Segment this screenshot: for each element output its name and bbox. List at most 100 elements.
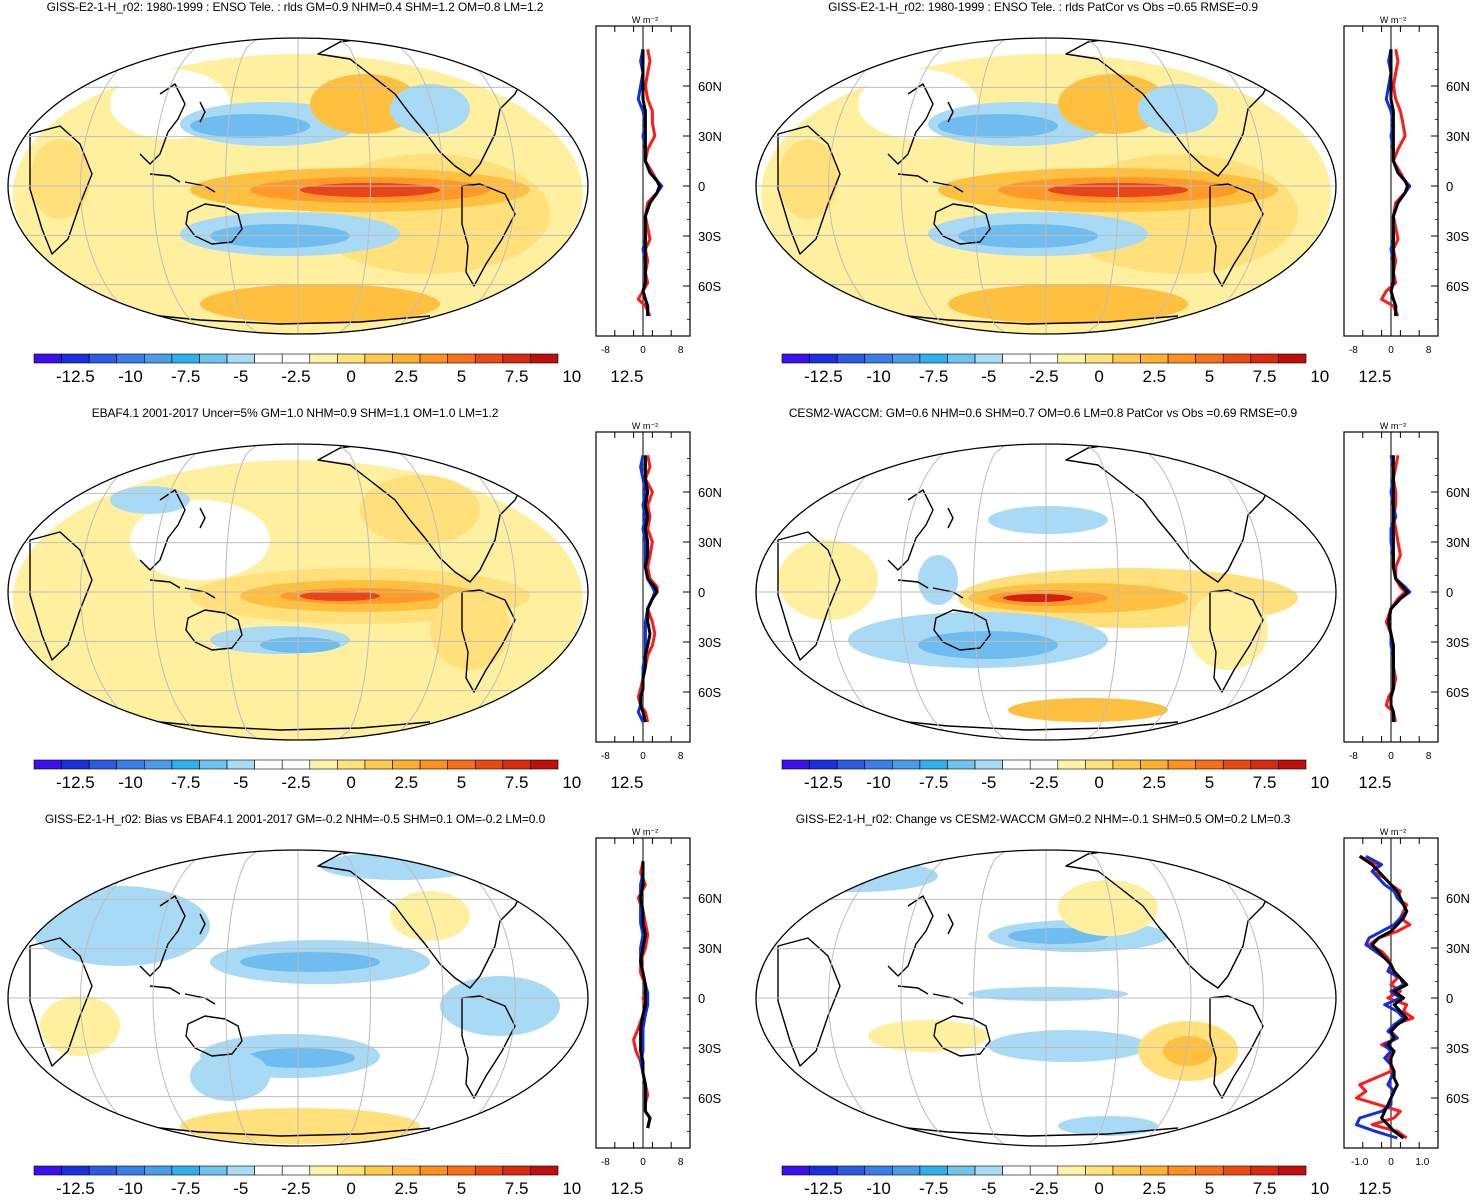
colorbar-swatch — [116, 1165, 145, 1176]
colorbar-swatch — [1085, 759, 1114, 770]
colorbar-tick-label: 7.5 — [505, 773, 529, 792]
coastline — [139, 719, 431, 731]
anomaly-negative — [958, 224, 1098, 248]
latitude-label: 30N — [698, 535, 722, 550]
latitude-label: 30S — [1446, 229, 1469, 244]
profile-x-tick-label: 0 — [640, 751, 646, 762]
anomaly-negative — [778, 860, 938, 892]
profile-x-tick-label: 8 — [1426, 345, 1432, 356]
colorbar-tick-label: 5 — [457, 1179, 466, 1198]
colorbar-swatch — [1167, 353, 1196, 364]
profile-x-tick-label: 0 — [640, 1157, 646, 1168]
colorbar-swatch — [88, 353, 118, 364]
colorbar-swatch — [337, 759, 366, 770]
colorbar-swatch — [61, 1165, 90, 1176]
colorbar-tick-label: 2.5 — [394, 1179, 418, 1198]
colorbar-swatch — [781, 353, 810, 364]
colorbar-tick-label: 2.5 — [1142, 1179, 1166, 1198]
coastline — [777, 531, 841, 661]
colorbar-swatch — [1278, 1165, 1307, 1176]
colorbar-swatch — [809, 759, 838, 770]
colorbar-swatch — [892, 759, 921, 770]
colorbar-tick-label: 2.5 — [394, 773, 418, 792]
graticule — [8, 38, 588, 334]
profile-x-tick-label: 0 — [1388, 1157, 1394, 1168]
colorbar-tick-label: 2.5 — [394, 367, 418, 386]
colorbar-swatch — [1195, 1165, 1224, 1176]
latitude-label: 30S — [698, 1041, 721, 1056]
latitude-label: 0 — [698, 991, 705, 1006]
colorbar: -12.5 -10 -7.5 -5 -2.5 0 2.5 5 7.5 10 12.5 — [781, 759, 1391, 792]
zonal-mean-profile: W m⁻² -1.0 0 1.0 60N 30N 0 30S 60S — [1343, 827, 1470, 1168]
colorbar-swatch — [474, 759, 504, 770]
zonal-mean-profile: W m⁻² -8 0 8 60N 30N 0 30S 60S — [595, 15, 722, 356]
colorbar-tick-label: 10 — [1310, 367, 1329, 386]
colorbar-tick-label: -2.5 — [281, 367, 310, 386]
colorbar-swatch — [1112, 759, 1141, 770]
colorbar-tick-label: 10 — [562, 1179, 581, 1198]
colorbar-swatch — [281, 353, 311, 364]
colorbar-swatch — [892, 353, 921, 364]
colorbar-swatch — [419, 353, 448, 364]
anomaly-positive — [1163, 1036, 1213, 1066]
graticule — [756, 38, 1336, 334]
coastline — [1209, 183, 1264, 287]
latitude-label: 30N — [1446, 941, 1470, 956]
colorbar-tick-label: -7.5 — [171, 367, 200, 386]
latitude-label: 0 — [698, 179, 705, 194]
colorbar-swatch — [447, 759, 476, 770]
colorbar-swatch — [1222, 1165, 1252, 1176]
colorbar-swatch — [309, 759, 338, 770]
anomaly-positive — [1188, 590, 1268, 670]
colorbar-swatch — [199, 1165, 228, 1176]
colorbar-swatch — [1250, 759, 1279, 770]
colorbar-swatch — [1250, 353, 1279, 364]
zonal-mean-profile: W m⁻² -8 0 8 60N 30N 0 30S 60S — [1343, 421, 1470, 762]
colorbar-swatch — [116, 759, 145, 770]
colorbar-tick-label: 10 — [562, 773, 581, 792]
profile-x-tick-label: 8 — [1426, 751, 1432, 762]
coastline — [1209, 589, 1264, 693]
profile-x-tick-label: -8 — [1349, 751, 1358, 762]
colorbar-swatch — [337, 1165, 366, 1176]
coastline — [887, 1125, 1179, 1137]
anomaly-neutral — [130, 500, 270, 580]
anomaly-negative — [988, 1030, 1148, 1062]
latitude-label: 60S — [1446, 685, 1469, 700]
colorbar-swatch — [281, 759, 311, 770]
colorbar-tick-label: -10 — [118, 1179, 143, 1198]
colorbar-swatch — [530, 759, 559, 770]
colorbar-swatch — [781, 759, 810, 770]
latitude-label: 60N — [1446, 891, 1470, 906]
profile-x-tick-label: 8 — [678, 1157, 684, 1168]
colorbar-swatch — [33, 759, 62, 770]
anomaly-negative — [1058, 1116, 1158, 1136]
map-panel: EBAF4.1 2001-2017 Uncer=5% GM=1.0 NHM=0.… — [0, 406, 740, 796]
zonal-mean-profile: W m⁻² -8 0 8 60N 30N 0 30S 60S — [1343, 15, 1470, 356]
panel-graphic: -12.5 -10 -7.5 -5 -2.5 0 2.5 5 7.5 10 12.5 W m⁻² -8 0… — [755, 421, 1470, 792]
colorbar-tick-label: -5 — [233, 1179, 248, 1198]
colorbar-swatch — [502, 759, 531, 770]
latitude-label: 60S — [1446, 1091, 1469, 1106]
colorbar-swatch — [1085, 353, 1114, 364]
colorbar-swatch — [1167, 759, 1196, 770]
colorbar-tick-label: 12.5 — [610, 773, 643, 792]
colorbar-tick-label: -12.5 — [56, 367, 95, 386]
colorbar-tick-label: 10 — [562, 367, 581, 386]
colorbar-swatch — [447, 353, 476, 364]
colorbar-swatch — [1112, 353, 1141, 364]
colorbar-swatch — [1278, 759, 1307, 770]
colorbar-tick-label: 5 — [1205, 773, 1214, 792]
anomaly-positive — [948, 284, 1188, 324]
colorbar-swatch — [144, 1165, 173, 1176]
colorbar-swatch — [474, 1165, 504, 1176]
colorbar-swatch — [447, 1165, 476, 1176]
colorbar-swatch — [809, 1165, 838, 1176]
profile-x-tick-label: -8 — [1349, 345, 1358, 356]
latitude-label: 30S — [1446, 635, 1469, 650]
map-field — [8, 850, 588, 1146]
coastline — [461, 995, 516, 1099]
latitude-label: 60N — [1446, 485, 1470, 500]
profile-series-black — [1389, 49, 1409, 316]
anomaly-negative — [190, 114, 310, 138]
